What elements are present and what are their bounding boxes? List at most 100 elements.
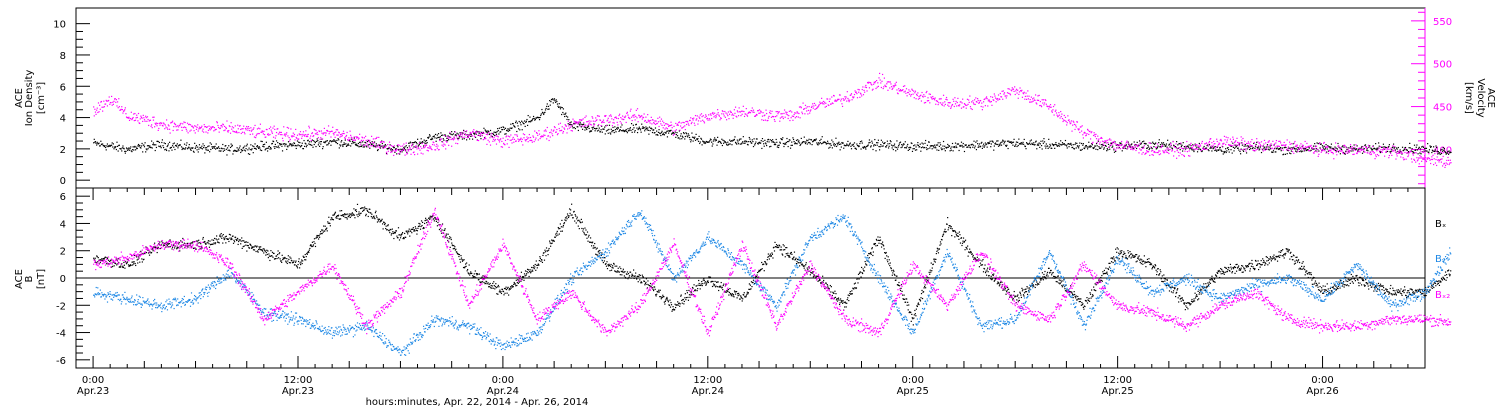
velocity-point <box>1221 145 1223 147</box>
density-point <box>645 127 648 130</box>
velocity-point <box>1118 147 1120 149</box>
velocity-point <box>186 122 189 124</box>
density-point <box>765 143 767 145</box>
density-point <box>871 140 873 142</box>
density-point <box>492 133 495 136</box>
velocity-point <box>292 132 294 134</box>
velocity-point <box>321 132 323 134</box>
velocity-point <box>112 101 114 103</box>
velocity-point <box>804 104 807 106</box>
bx-point <box>204 242 206 244</box>
velocity-point <box>937 103 939 106</box>
velocity-point <box>183 126 186 128</box>
density-point <box>1337 142 1339 145</box>
velocity-point <box>1053 114 1055 116</box>
density-point <box>1029 142 1031 144</box>
density-point <box>526 118 528 121</box>
velocity-point <box>881 73 884 76</box>
density-point <box>604 126 606 128</box>
density-point <box>356 143 358 145</box>
velocity-point <box>836 99 838 101</box>
velocity-point <box>988 100 991 102</box>
bx-point <box>237 243 239 246</box>
velocity-point <box>179 124 181 127</box>
density-point <box>458 136 461 138</box>
velocity-point <box>761 119 763 121</box>
density-point <box>1129 145 1131 147</box>
density-point <box>279 144 281 146</box>
density-point <box>1147 146 1150 148</box>
velocity-point <box>220 124 223 127</box>
velocity-point <box>582 118 584 120</box>
velocity-point <box>1167 151 1169 154</box>
velocity-point <box>513 141 515 143</box>
velocity-point <box>894 83 896 85</box>
density-point <box>770 145 772 148</box>
density-point <box>365 142 367 144</box>
velocity-point <box>1281 144 1284 146</box>
velocity-point <box>211 126 213 128</box>
density-point <box>853 142 856 144</box>
density-point <box>852 144 854 146</box>
density-point <box>1225 151 1227 154</box>
velocity-point <box>924 95 926 98</box>
velocity-point <box>834 100 836 102</box>
velocity-point <box>648 120 650 123</box>
top-right-ylabel: ACE Velocity [km/s] <box>1463 78 1496 117</box>
velocity-point <box>728 118 730 120</box>
velocity-point <box>1376 150 1378 152</box>
velocity-point <box>739 111 741 113</box>
velocity-point <box>721 110 724 112</box>
velocity-point <box>652 119 654 121</box>
velocity-point <box>476 139 478 141</box>
density-point <box>1012 141 1015 143</box>
density-point <box>1023 138 1025 141</box>
density-point <box>1294 150 1297 152</box>
velocity-point <box>250 127 252 129</box>
density-point <box>949 150 951 152</box>
velocity-point <box>431 148 433 151</box>
bx-point <box>238 240 240 243</box>
density-point <box>1152 142 1154 145</box>
velocity-point <box>1423 158 1425 160</box>
density-point <box>560 106 562 108</box>
velocity-point <box>97 111 99 114</box>
density-point <box>987 143 989 145</box>
density-point <box>651 128 653 130</box>
density-point <box>263 146 265 148</box>
density-point <box>157 140 159 143</box>
density-point <box>1391 149 1393 151</box>
velocity-point <box>99 104 101 106</box>
density-point <box>803 136 805 138</box>
velocity-point <box>1021 96 1024 98</box>
density-point <box>713 138 715 141</box>
velocity-point <box>1154 151 1156 154</box>
density-point <box>789 147 792 149</box>
density-point <box>348 139 351 142</box>
velocity-point <box>405 142 407 144</box>
velocity-point <box>1364 146 1367 148</box>
velocity-point <box>876 86 878 88</box>
velocity-point <box>161 122 163 124</box>
density-point <box>504 127 507 129</box>
density-point <box>1370 147 1372 149</box>
velocity-point <box>206 126 208 128</box>
velocity-point <box>987 100 989 102</box>
velocity-point <box>136 116 138 119</box>
velocity-point <box>459 134 461 136</box>
velocity-point <box>394 150 396 152</box>
velocity-point <box>1098 138 1100 140</box>
density-point <box>304 145 306 147</box>
density-point <box>184 148 186 150</box>
velocity-point <box>925 91 927 94</box>
velocity-point <box>1157 151 1159 154</box>
velocity-point <box>304 135 306 137</box>
velocity-point <box>956 105 958 107</box>
bx-point <box>166 243 168 245</box>
velocity-point <box>715 115 718 117</box>
bx-point <box>177 246 179 249</box>
velocity-point <box>807 113 809 115</box>
velocity-point <box>838 98 840 100</box>
velocity-point <box>767 117 770 119</box>
density-point <box>953 145 955 148</box>
